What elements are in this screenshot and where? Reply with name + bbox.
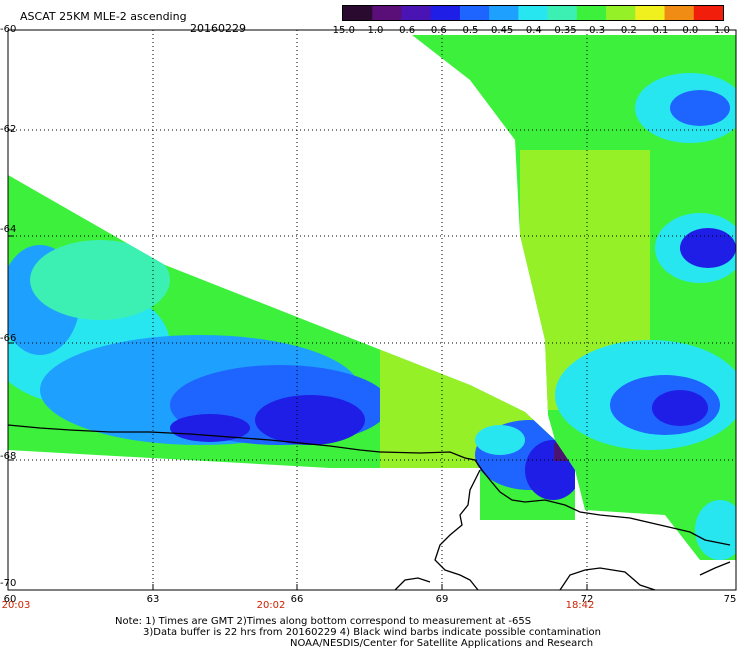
colorbar-segment	[606, 6, 636, 20]
map-date: 20160229	[190, 22, 246, 35]
colorbar-segment	[693, 6, 723, 20]
colorbar-segment	[664, 6, 695, 20]
footer-credit: NOAA/NESDIS/Center for Satellite Applica…	[290, 638, 594, 649]
colorbar-label: -0.45	[487, 25, 514, 36]
colorbar-label: 1.0	[714, 25, 730, 36]
lon-label-75: 75	[723, 594, 737, 605]
colorbar-label: -0.5	[458, 25, 479, 36]
lat-label-60: -60	[0, 24, 17, 35]
colorbar-label: -0.2	[617, 25, 637, 36]
footer-note-2: 3)Data buffer is 22 hrs from 20160229 4)…	[143, 627, 601, 638]
lat-label-62: -62	[0, 124, 17, 135]
colorbar-segment	[459, 6, 490, 20]
swath-left	[8, 175, 575, 520]
colorbar	[342, 5, 724, 21]
colorbar-segment	[372, 6, 402, 20]
colorbar-label: -0.35	[550, 25, 577, 36]
colorbar-segment	[430, 6, 461, 20]
lat-label-66: -66	[0, 333, 17, 344]
map-title: ASCAT 25KM MLE-2 ascending	[20, 10, 187, 23]
colorbar-label: -1.0	[363, 25, 384, 36]
grid-lines	[8, 30, 736, 590]
time-label-2: 20:02	[256, 600, 286, 611]
colorbar-label: -0.6	[427, 25, 447, 36]
lon-label-60: 60	[3, 594, 17, 605]
colorbar-label: -0.3	[585, 25, 606, 36]
lon-label-72: 72	[580, 594, 594, 605]
colorbar-label: -0.1	[648, 25, 669, 36]
lat-label-70: -70	[0, 578, 17, 589]
lon-label-66: 66	[290, 594, 304, 605]
footer-note-1: Note: 1) Times are GMT 2)Times along bot…	[115, 616, 532, 627]
lat-label-64: -64	[0, 224, 17, 235]
lon-label-69: 69	[435, 594, 449, 605]
time-label-1: 20:03	[1, 600, 31, 611]
colorbar-segment	[489, 6, 519, 20]
lon-label-63: 63	[146, 594, 160, 605]
colorbar-segment	[518, 6, 549, 20]
colorbar-segment	[401, 6, 432, 20]
colorbar-label: 0.0	[682, 25, 699, 36]
time-label-3: 18:42	[565, 600, 595, 611]
colorbar-labels: -15.0 -1.0 -0.6 -0.6 -0.5 -0.45 -0.4 -0.35 -0.3-…	[326, 25, 740, 39]
colorbar-label: -0.4	[522, 25, 542, 36]
lat-label-68: -68	[0, 451, 17, 462]
tick-marks	[8, 129, 588, 590]
coastline	[7, 424, 731, 591]
colorbar-label: -0.6	[395, 25, 416, 36]
colorbar-segment	[635, 6, 666, 20]
colorbar-label: -15.0	[329, 25, 355, 36]
colorbar-segment	[343, 6, 373, 20]
colorbar-segment	[547, 6, 578, 20]
plot-frame	[7, 29, 737, 591]
colorbar-segment	[576, 6, 607, 20]
